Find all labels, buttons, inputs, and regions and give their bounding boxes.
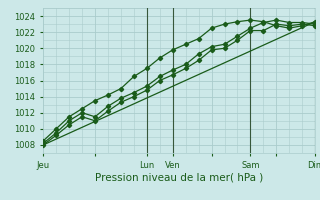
X-axis label: Pression niveau de la mer( hPa ): Pression niveau de la mer( hPa ) <box>95 172 263 182</box>
